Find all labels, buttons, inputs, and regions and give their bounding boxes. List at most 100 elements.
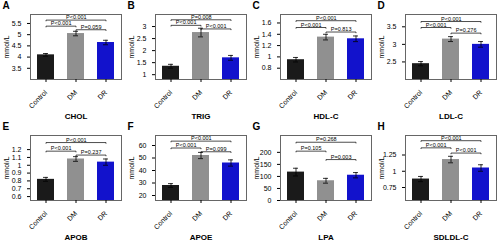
svg-text:mmol/L: mmol/L bbox=[378, 156, 385, 179]
svg-text:D: D bbox=[378, 0, 385, 11]
svg-text:P=0.276: P=0.276 bbox=[456, 27, 477, 33]
svg-text:G: G bbox=[253, 121, 261, 132]
svg-text:150: 150 bbox=[260, 161, 272, 168]
svg-text:P<0.001: P<0.001 bbox=[191, 135, 212, 141]
svg-text:P<0.001: P<0.001 bbox=[66, 14, 87, 20]
svg-text:mmol/L: mmol/L bbox=[253, 35, 260, 58]
svg-text:CHOL: CHOL bbox=[65, 112, 88, 121]
svg-text:A: A bbox=[3, 0, 10, 11]
svg-text:200: 200 bbox=[260, 149, 272, 156]
svg-text:1.5: 1.5 bbox=[137, 59, 147, 66]
svg-text:4: 4 bbox=[18, 53, 22, 60]
svg-text:DM: DM bbox=[66, 210, 79, 223]
svg-text:Control: Control bbox=[27, 209, 48, 230]
svg-text:P<0.001: P<0.001 bbox=[316, 15, 337, 21]
svg-text:1: 1 bbox=[18, 161, 22, 168]
svg-text:DM: DM bbox=[191, 89, 204, 102]
svg-text:0.9: 0.9 bbox=[12, 169, 22, 176]
svg-text:60: 60 bbox=[139, 142, 147, 149]
svg-text:2.5: 2.5 bbox=[387, 58, 397, 65]
svg-text:Control: Control bbox=[277, 88, 298, 109]
svg-text:H: H bbox=[378, 121, 385, 132]
svg-text:DR: DR bbox=[346, 210, 358, 222]
svg-text:2.5: 2.5 bbox=[137, 35, 147, 42]
svg-text:APOE: APOE bbox=[190, 233, 213, 242]
svg-text:1.2: 1.2 bbox=[12, 146, 22, 153]
svg-text:3.5: 3.5 bbox=[387, 23, 397, 30]
svg-text:1.1: 1.1 bbox=[12, 154, 22, 161]
svg-text:0.8: 0.8 bbox=[262, 64, 272, 71]
svg-text:HDL-C: HDL-C bbox=[314, 112, 339, 121]
svg-text:mmol/L: mmol/L bbox=[128, 35, 135, 58]
svg-text:Control: Control bbox=[277, 209, 298, 230]
svg-text:DR: DR bbox=[471, 89, 483, 101]
svg-text:20: 20 bbox=[139, 192, 147, 199]
svg-text:DR: DR bbox=[471, 210, 483, 222]
svg-text:TRIG: TRIG bbox=[191, 112, 210, 121]
svg-text:DM: DM bbox=[441, 89, 454, 102]
svg-text:DM: DM bbox=[316, 89, 329, 102]
svg-text:P<0.001: P<0.001 bbox=[441, 135, 462, 141]
svg-text:mmol/L: mmol/L bbox=[378, 35, 385, 58]
svg-text:DM: DM bbox=[66, 89, 79, 102]
svg-text:Control: Control bbox=[402, 209, 423, 230]
svg-text:1.4: 1.4 bbox=[262, 31, 272, 38]
svg-text:Control: Control bbox=[152, 88, 173, 109]
svg-text:50: 50 bbox=[264, 185, 272, 192]
svg-text:mmol/L: mmol/L bbox=[128, 156, 135, 179]
svg-text:P<0.001: P<0.001 bbox=[441, 16, 462, 22]
svg-text:0.75: 0.75 bbox=[383, 184, 397, 191]
svg-text:APOB: APOB bbox=[64, 233, 87, 242]
svg-text:DR: DR bbox=[96, 210, 108, 222]
svg-text:P=0.813: P=0.813 bbox=[331, 26, 352, 32]
svg-text:1.6: 1.6 bbox=[262, 19, 272, 26]
svg-text:mmol/L: mmol/L bbox=[3, 35, 10, 58]
svg-text:P<0.001: P<0.001 bbox=[176, 142, 197, 148]
svg-text:Control: Control bbox=[27, 88, 48, 109]
svg-text:P<0.001: P<0.001 bbox=[426, 142, 447, 148]
svg-text:P=0.099: P=0.099 bbox=[206, 146, 227, 152]
svg-text:P=0.268: P=0.268 bbox=[316, 136, 337, 142]
svg-text:0.7: 0.7 bbox=[12, 185, 22, 192]
svg-text:1: 1 bbox=[393, 167, 397, 174]
svg-text:P<0.001: P<0.001 bbox=[426, 22, 447, 28]
svg-text:3: 3 bbox=[143, 23, 147, 30]
svg-text:DR: DR bbox=[221, 210, 233, 222]
svg-text:3: 3 bbox=[393, 41, 397, 48]
svg-text:Control: Control bbox=[402, 88, 423, 109]
svg-text:DR: DR bbox=[346, 89, 358, 101]
svg-text:40: 40 bbox=[139, 167, 147, 174]
svg-text:DM: DM bbox=[191, 210, 204, 223]
svg-text:P<0.001: P<0.001 bbox=[51, 145, 72, 151]
svg-text:mmol/L: mmol/L bbox=[3, 156, 10, 179]
svg-text:DM: DM bbox=[316, 210, 329, 223]
svg-text:100: 100 bbox=[260, 173, 272, 180]
svg-text:P=0.059: P=0.059 bbox=[81, 24, 102, 30]
svg-text:LPA: LPA bbox=[318, 233, 334, 242]
svg-text:P=0.105: P=0.105 bbox=[301, 145, 322, 151]
svg-text:P<0.001: P<0.001 bbox=[301, 22, 322, 28]
svg-text:30: 30 bbox=[139, 179, 147, 186]
svg-text:P<0.001: P<0.001 bbox=[176, 19, 197, 25]
svg-text:SDLDL-C: SDLDL-C bbox=[433, 233, 468, 242]
svg-text:P<0.001: P<0.001 bbox=[66, 137, 87, 143]
svg-text:P=0.008: P=0.008 bbox=[191, 14, 212, 20]
svg-text:5: 5 bbox=[18, 31, 22, 38]
svg-text:4.5: 4.5 bbox=[12, 42, 22, 49]
svg-text:DR: DR bbox=[96, 89, 108, 101]
svg-text:50: 50 bbox=[139, 154, 147, 161]
svg-text:P<0.001: P<0.001 bbox=[51, 20, 72, 26]
svg-text:5.5: 5.5 bbox=[12, 20, 22, 27]
svg-text:P=0.237: P=0.237 bbox=[81, 149, 102, 155]
svg-text:1: 1 bbox=[143, 71, 147, 78]
svg-text:LDL-C: LDL-C bbox=[439, 112, 463, 121]
svg-text:F: F bbox=[128, 121, 134, 132]
svg-text:1: 1 bbox=[268, 53, 272, 60]
svg-text:mmol/L: mmol/L bbox=[253, 156, 260, 179]
svg-text:0: 0 bbox=[268, 197, 272, 204]
svg-text:P=0.003: P=0.003 bbox=[331, 154, 352, 160]
svg-text:C: C bbox=[253, 0, 260, 11]
svg-text:0.6: 0.6 bbox=[12, 193, 22, 200]
svg-text:P<0.001: P<0.001 bbox=[206, 23, 227, 29]
svg-text:2: 2 bbox=[143, 47, 147, 54]
